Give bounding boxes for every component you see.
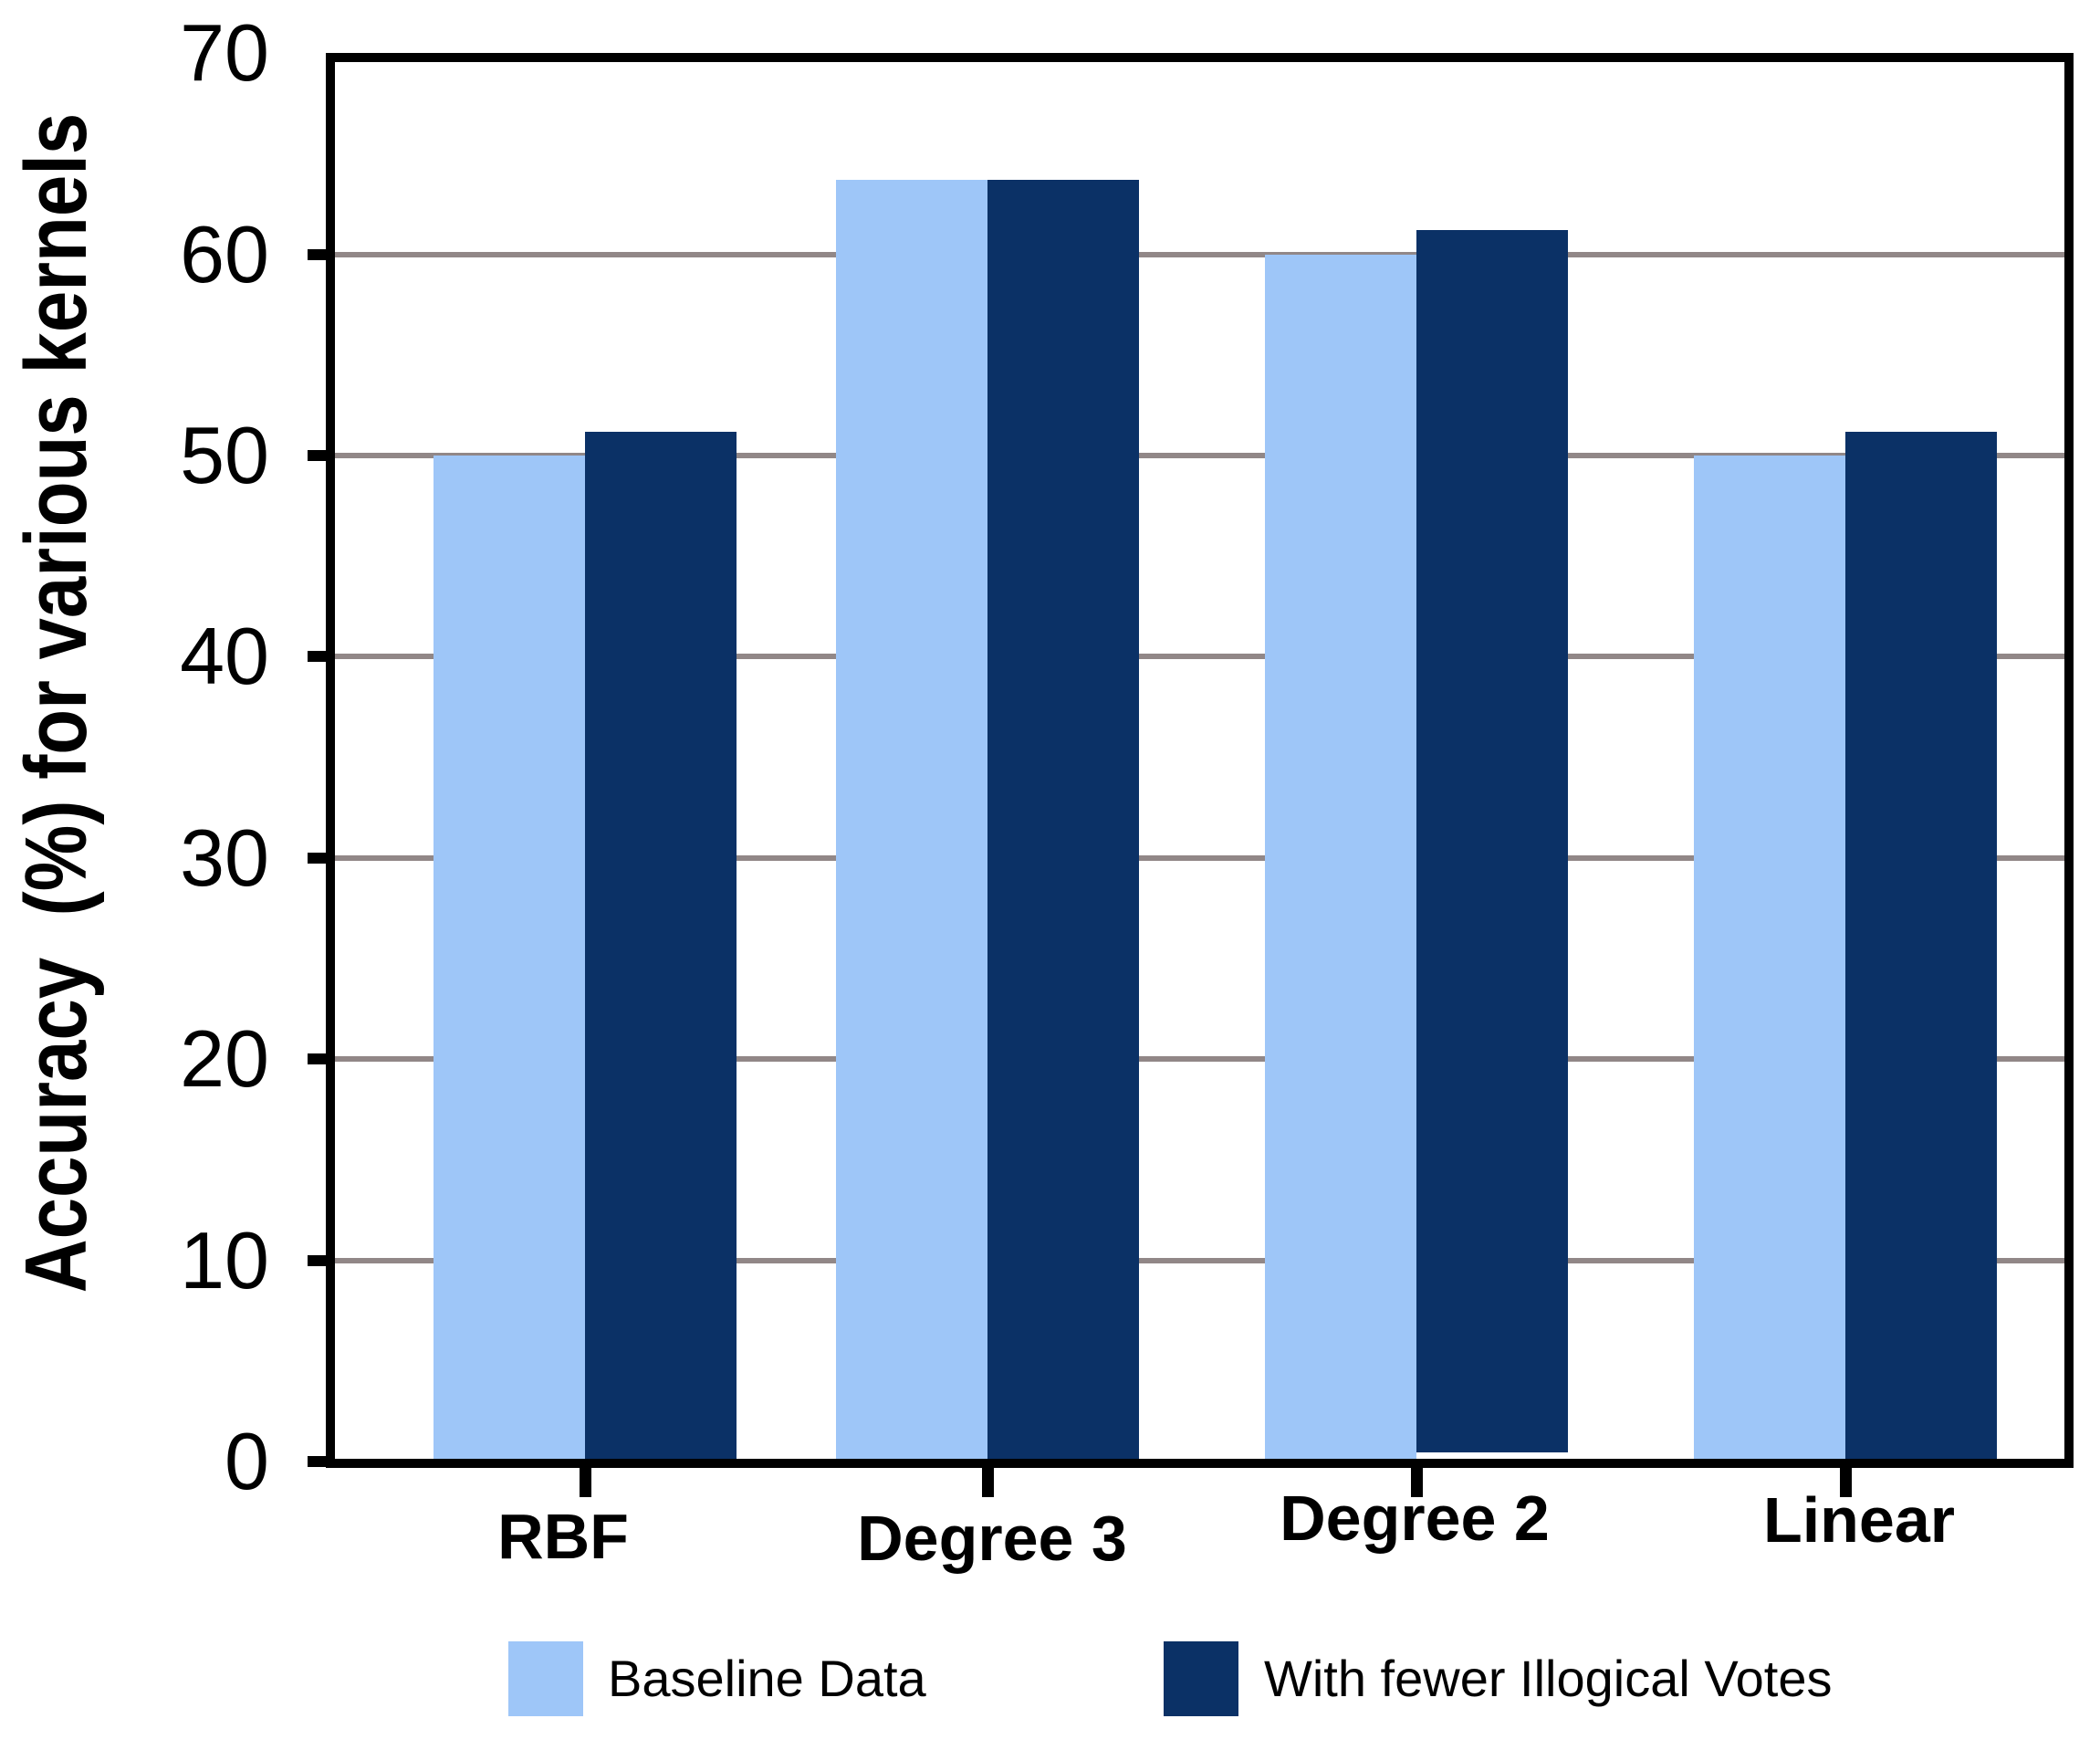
y-tick-label-20: 20 xyxy=(180,1013,269,1105)
x-axis-tick-linear xyxy=(1840,1468,1852,1497)
y-tick-label-50: 50 xyxy=(180,410,269,500)
x-category-label-degree-2: Degree 2 xyxy=(1280,1483,1550,1554)
legend-label-fewer-illogical-votes: With fewer Illogical Votes xyxy=(1264,1650,1833,1707)
y-axis-tick-50 xyxy=(308,450,326,461)
bar-baseline-data-linear xyxy=(1694,456,1845,1459)
bar-baseline-data-degree-3 xyxy=(836,180,987,1459)
gridline-50 xyxy=(335,453,2064,458)
x-axis-tick-degree-3 xyxy=(982,1468,994,1497)
x-category-label-degree-3: Degree 3 xyxy=(857,1503,1127,1574)
y-tick-label-10: 10 xyxy=(180,1214,269,1305)
gridline-10 xyxy=(335,1257,2064,1263)
y-axis-tick-20 xyxy=(308,1053,326,1065)
bar-with-fewer-illogical-votes-rbf xyxy=(585,431,737,1459)
gridline-60 xyxy=(335,251,2064,257)
gridline-40 xyxy=(335,654,2064,660)
y-tick-label-0: 0 xyxy=(225,1416,269,1506)
y-axis-tick-60 xyxy=(308,248,326,260)
y-tick-label-60: 60 xyxy=(180,208,269,299)
x-axis-tick-degree-2 xyxy=(1411,1468,1423,1497)
y-axis-tick-0 xyxy=(308,1456,326,1467)
legend-swatch-fewer-illogical-votes xyxy=(1164,1641,1238,1716)
bar-baseline-data-degree-2 xyxy=(1265,254,1416,1459)
legend-label-baseline: Baseline Data xyxy=(608,1650,926,1707)
gridline-20 xyxy=(335,1056,2064,1063)
bar-baseline-data-rbf xyxy=(434,456,585,1459)
x-category-label-linear: Linear xyxy=(1762,1484,1956,1556)
bar-with-fewer-illogical-votes-linear xyxy=(1845,431,1997,1459)
x-axis-tick-rbf xyxy=(580,1468,591,1497)
gridline-30 xyxy=(335,854,2064,861)
y-tick-label-30: 30 xyxy=(180,812,269,903)
y-tick-label-40: 40 xyxy=(180,611,269,702)
x-category-label-rbf: RBF xyxy=(497,1501,629,1572)
bar-with-fewer-illogical-votes-degree-3 xyxy=(987,180,1139,1459)
bar-with-fewer-illogical-votes-degree-2 xyxy=(1416,230,1568,1452)
y-axis-tick-40 xyxy=(308,651,326,663)
y-axis-tick-30 xyxy=(308,852,326,864)
y-axis-tick-10 xyxy=(308,1254,326,1266)
plot-area xyxy=(326,53,2074,1468)
legend-swatch-baseline xyxy=(508,1641,583,1716)
y-tick-label-70: 70 xyxy=(180,7,269,99)
